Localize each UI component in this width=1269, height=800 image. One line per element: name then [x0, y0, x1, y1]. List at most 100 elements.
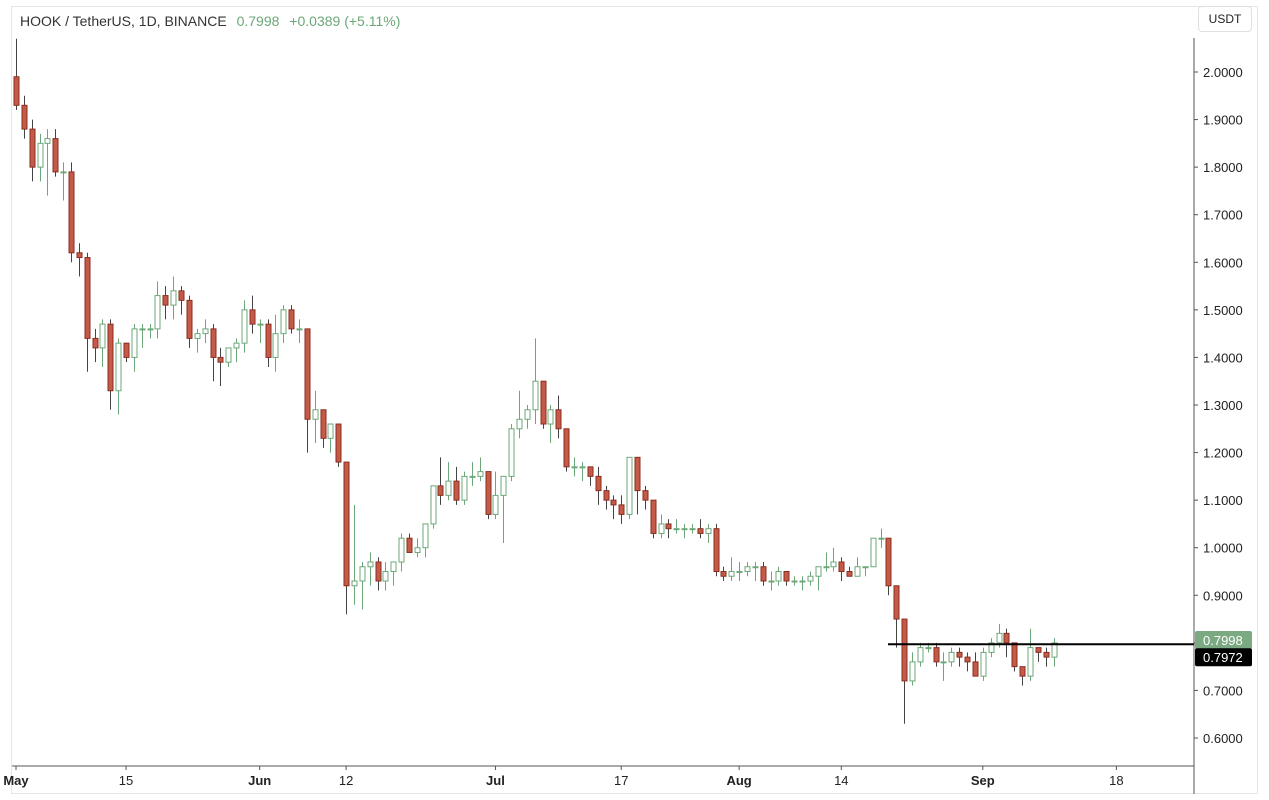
level-price-tag — [1195, 648, 1252, 667]
candle — [139, 324, 146, 348]
candle-body — [13, 76, 20, 106]
candle — [760, 561, 767, 586]
candle-body — [335, 423, 342, 463]
candle — [681, 523, 688, 539]
candle-body — [461, 475, 468, 501]
candle-body — [162, 295, 169, 306]
candle — [320, 409, 327, 448]
candle-body — [823, 566, 830, 569]
candle-body — [744, 566, 751, 573]
y-tick-label: 1.8000 — [1203, 160, 1243, 175]
candle — [131, 324, 138, 372]
candle — [854, 557, 861, 577]
candle — [744, 561, 751, 577]
candle-body — [917, 647, 924, 663]
candle — [280, 305, 287, 344]
candle — [60, 162, 67, 201]
candle-body — [610, 499, 617, 506]
candle — [933, 642, 940, 667]
candle — [170, 276, 177, 320]
candle-body — [830, 561, 837, 568]
candle — [791, 576, 798, 586]
candle — [909, 652, 916, 686]
candle — [532, 338, 539, 425]
candle-body — [123, 342, 130, 358]
price-change: +0.0389 (+5.11%) — [289, 13, 401, 29]
candle — [233, 338, 240, 363]
candle — [728, 557, 735, 582]
candle-body — [752, 566, 759, 569]
candle-body — [296, 328, 303, 331]
candle — [178, 286, 185, 315]
x-tick-label: 15 — [119, 773, 133, 788]
candle-body — [131, 328, 138, 358]
candle — [453, 466, 460, 505]
candle-body — [1035, 647, 1042, 653]
candle-body — [265, 323, 272, 358]
y-tick-label: 1.6000 — [1203, 255, 1243, 270]
candle-body — [445, 480, 452, 496]
candle-body — [367, 561, 374, 568]
candle-body — [760, 566, 767, 582]
candle — [375, 557, 382, 591]
candle — [162, 286, 169, 320]
candle-body — [783, 571, 790, 582]
candle-body — [1051, 642, 1058, 658]
candle — [241, 300, 248, 353]
candle-body — [186, 299, 193, 339]
candle — [634, 456, 641, 515]
candle — [327, 423, 334, 453]
candle-body — [1027, 647, 1034, 677]
candle — [29, 119, 36, 182]
candle — [343, 461, 350, 615]
candle — [430, 485, 437, 529]
candle — [351, 504, 358, 605]
y-tick-label: 1.5000 — [1203, 303, 1243, 318]
candle-body — [1043, 651, 1050, 658]
candle-body — [964, 656, 971, 663]
candle-body — [665, 523, 672, 530]
candle-body — [626, 456, 633, 515]
candle-body — [681, 528, 688, 531]
candle — [225, 347, 232, 367]
y-tick-label: 1.0000 — [1203, 541, 1243, 556]
candle-body — [99, 323, 106, 349]
candle-body — [359, 566, 366, 582]
candle — [92, 328, 99, 363]
candle-body — [21, 104, 28, 130]
candle — [988, 638, 995, 658]
y-tick-label: 1.7000 — [1203, 208, 1243, 223]
candle-body — [870, 537, 877, 568]
candle-body — [60, 171, 67, 174]
candle-body — [422, 523, 429, 549]
candle — [469, 462, 476, 486]
y-tick-label: 1.4000 — [1203, 350, 1243, 365]
candle-body — [280, 309, 287, 335]
currency-button[interactable]: USDT — [1198, 6, 1252, 32]
candle-body — [642, 490, 649, 501]
candle — [595, 466, 602, 505]
chart-frame — [11, 6, 1258, 794]
candle-body — [430, 485, 437, 525]
candle-body — [178, 290, 185, 301]
candle — [752, 561, 759, 582]
candle-body — [933, 647, 940, 663]
candle-body — [500, 475, 507, 496]
level-price-tag-label: 0.7972 — [1203, 650, 1243, 665]
y-tick-label: 0.6000 — [1203, 731, 1243, 746]
candle — [312, 390, 319, 444]
candle — [398, 533, 405, 572]
candle-body — [485, 471, 492, 515]
candle — [76, 243, 83, 277]
candle — [610, 495, 617, 520]
candle — [862, 566, 869, 577]
candle — [1011, 642, 1018, 672]
candle-body — [940, 661, 947, 664]
candle-body — [720, 571, 727, 577]
candle — [107, 319, 114, 410]
candle-body — [791, 580, 798, 583]
candle — [21, 95, 28, 139]
candle-body — [154, 295, 161, 330]
candle-body — [194, 333, 201, 339]
